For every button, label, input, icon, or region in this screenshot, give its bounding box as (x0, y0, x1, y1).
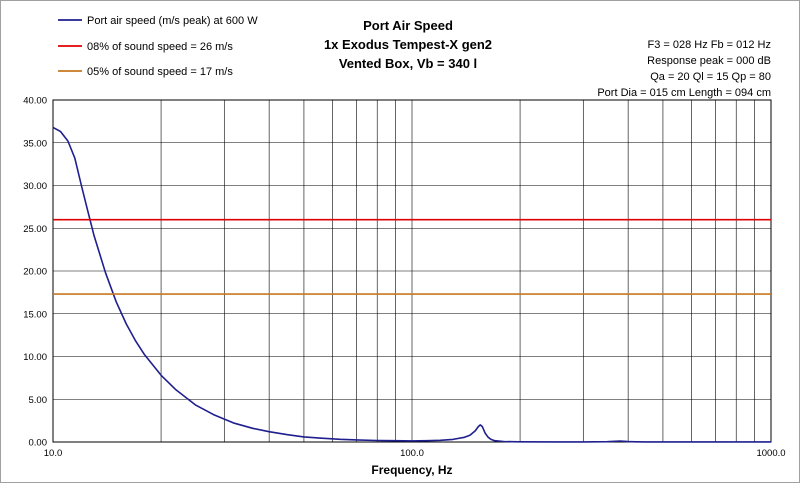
title-line-2: 1x Exodus Tempest-X gen2 (324, 37, 492, 52)
y-tick-label: 0.00 (29, 438, 48, 449)
y-tick-labels: 0.00 5.00 10.00 15.00 20.00 25.00 30.00 35.00 40… (23, 96, 47, 449)
y-tick-label: 20.00 (23, 267, 47, 278)
box-parameters: F3 = 028 Hz Fb = 012 Hz Response peak = … (597, 39, 771, 99)
grid-lines (53, 100, 771, 442)
y-tick-label: 30.00 (23, 181, 47, 192)
series-layer (52, 126, 771, 443)
y-tick-label: 35.00 (23, 138, 47, 149)
y-tick-label: 5.00 (29, 395, 48, 406)
x-tick-label: 10.0 (44, 448, 63, 459)
y-tick-label: 15.00 (23, 309, 47, 320)
legend: Port air speed (m/s peak) at 600 W 08% o… (58, 15, 258, 78)
x-tick-label: 100.0 (400, 448, 424, 459)
info-line-4: Port Dia = 015 cm Length = 094 cm (597, 87, 771, 99)
legend-label-8pct-sound-speed: 08% of sound speed = 26 m/s (87, 41, 233, 53)
x-tick-labels: 10.0 100.0 1000.0 (44, 448, 786, 459)
x-tick-label: 1000.0 (756, 448, 785, 459)
y-tick-label: 10.00 (23, 352, 47, 363)
title-line-1: Port Air Speed (363, 18, 453, 33)
series-port-air-speed (52, 126, 771, 443)
y-tick-label: 25.00 (23, 224, 47, 235)
legend-label-port-air-speed: Port air speed (m/s peak) at 600 W (87, 15, 258, 27)
chart-title: Port Air Speed 1x Exodus Tempest-X gen2 … (324, 18, 492, 71)
y-tick-label: 40.00 (23, 96, 47, 107)
info-line-1: F3 = 028 Hz Fb = 012 Hz (647, 39, 771, 51)
title-line-3: Vented Box, Vb = 340 l (339, 56, 477, 71)
legend-label-5pct-sound-speed: 05% of sound speed = 17 m/s (87, 66, 233, 78)
info-line-3: Qa = 20 Ql = 15 Qp = 80 (650, 71, 771, 83)
x-axis-title: Frequency, Hz (371, 463, 452, 477)
info-line-2: Response peak = 000 dB (647, 55, 771, 67)
